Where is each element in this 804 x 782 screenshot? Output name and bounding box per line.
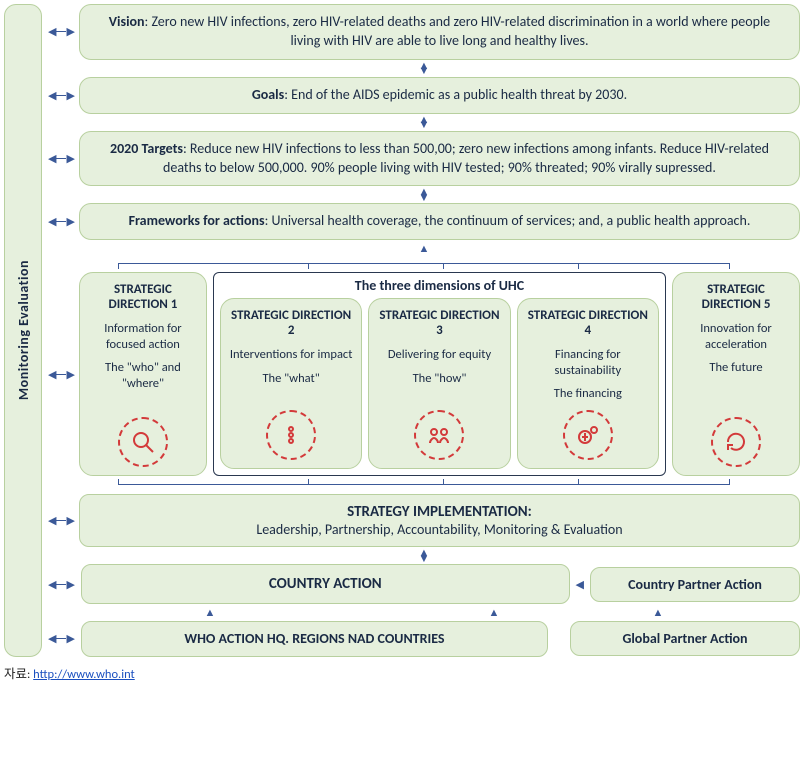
people-icon <box>414 410 464 460</box>
sd1-tag: The "who" and "where" <box>88 360 198 391</box>
arrow-left-icon <box>576 578 584 591</box>
country-partner-box: Country Partner Action <box>590 567 800 602</box>
global-partner-text: Global Partner Action <box>622 630 747 647</box>
row-who: WHO ACTION HQ. REGIONS NAD COUNTRIES Glo… <box>48 621 800 657</box>
goals-box: Goals: End of the AIDS epidemic as a pub… <box>79 77 800 114</box>
who-action-text: WHO ACTION HQ. REGIONS NAD COUNTRIES <box>184 630 444 647</box>
country-partner-text: Country Partner Action <box>628 576 762 593</box>
sd5-tag: The future <box>709 360 762 376</box>
arrow-up-icon <box>419 243 430 254</box>
bi-arrow-icon <box>48 25 75 38</box>
main-column: Vision: Zero new HIV infections, zero HI… <box>48 4 800 657</box>
bracket-connector <box>48 257 800 269</box>
row-goals: Goals: End of the AIDS epidemic as a pub… <box>48 77 800 114</box>
uhc-title: The three dimensions of UHC <box>355 277 524 294</box>
strategic-direction-3: STRATEGIC DIRECTION 3 Delivering for equ… <box>368 298 510 469</box>
money-icon <box>563 410 613 460</box>
country-action-text: COUNTRY ACTION <box>269 575 382 593</box>
targets-box: 2020 Targets: Reduce new HIV infections … <box>79 131 800 187</box>
bi-arrow-icon <box>48 514 75 527</box>
arrow-up-icon <box>653 607 664 618</box>
sd4-title: STRATEGIC DIRECTION 4 <box>526 309 650 339</box>
bi-arrow-icon <box>419 189 430 200</box>
frameworks-label: Frameworks for actions <box>129 212 265 229</box>
sd2-title: STRATEGIC DIRECTION 2 <box>229 309 353 339</box>
source-label: 자료: <box>4 667 33 682</box>
row-implementation: STRATEGY IMPLEMENTATION: Leadership, Par… <box>48 494 800 547</box>
diagram-frame: Monitoring Evaluation Vision: Zero new H… <box>4 4 800 657</box>
who-action-box: WHO ACTION HQ. REGIONS NAD COUNTRIES <box>81 621 548 657</box>
bi-arrow-icon <box>48 215 75 228</box>
frameworks-box: Frameworks for actions: Universal health… <box>79 203 800 240</box>
bi-arrow-icon <box>48 89 75 102</box>
strategic-direction-2: STRATEGIC DIRECTION 2 Interventions for … <box>220 298 362 469</box>
country-action-box: COUNTRY ACTION <box>81 564 570 604</box>
sd5-title: STRATEGIC DIRECTION 5 <box>681 283 791 313</box>
source-line: 자료: http://www.who.int <box>4 663 800 682</box>
monitoring-sidebar: Monitoring Evaluation <box>4 4 42 657</box>
sd3-tag: The "how" <box>413 371 467 387</box>
sd4-sub: Financing for sustainability <box>526 347 650 378</box>
sd1-title: STRATEGIC DIRECTION 1 <box>88 283 198 313</box>
arrow-up-icon <box>205 607 216 618</box>
row-frameworks: Frameworks for actions: Universal health… <box>48 203 800 240</box>
sd5-sub: Innovation for acceleration <box>681 321 791 352</box>
strategic-direction-4: STRATEGIC DIRECTION 4 Financing for sust… <box>517 298 659 469</box>
sd2-sub: Interventions for impact <box>230 347 353 363</box>
bi-arrow-icon <box>48 578 75 591</box>
bracket-connector <box>48 479 800 491</box>
search-icon <box>118 417 168 467</box>
bi-arrow-icon <box>48 632 75 645</box>
sd4-tag: The financing <box>554 386 622 402</box>
row-vision: Vision: Zero new HIV infections, zero HI… <box>48 4 800 60</box>
frameworks-text: : Universal health coverage, the continu… <box>265 212 751 229</box>
implementation-box: STRATEGY IMPLEMENTATION: Leadership, Par… <box>79 494 800 547</box>
global-partner-box: Global Partner Action <box>570 621 800 656</box>
row-directions: STRATEGIC DIRECTION 1 Information for fo… <box>48 272 800 476</box>
bi-arrow-icon <box>48 368 75 381</box>
strategic-direction-1: STRATEGIC DIRECTION 1 Information for fo… <box>79 272 207 476</box>
monitoring-label: Monitoring Evaluation <box>15 260 32 400</box>
arrow-up-icon <box>489 607 500 618</box>
sd1-sub: Information for focused action <box>88 321 198 352</box>
row-country: COUNTRY ACTION Country Partner Action <box>48 564 800 604</box>
targets-text: : Reduce new HIV infections to less than… <box>163 140 769 176</box>
strategic-direction-5: STRATEGIC DIRECTION 5 Innovation for acc… <box>672 272 800 476</box>
source-url: http://www.who.int <box>33 667 135 682</box>
bi-arrow-icon <box>419 550 430 561</box>
list-icon <box>266 410 316 460</box>
uhc-group: The three dimensions of UHC STRATEGIC DI… <box>213 272 666 476</box>
sd2-tag: The "what" <box>262 371 319 387</box>
goals-label: Goals <box>252 86 284 103</box>
refresh-icon <box>711 417 761 467</box>
vision-box: Vision: Zero new HIV infections, zero HI… <box>79 4 800 60</box>
sd3-sub: Delivering for equity <box>388 347 491 363</box>
goals-text: : End of the AIDS epidemic as a public h… <box>284 86 627 103</box>
implementation-text: Leadership, Partnership, Accountability,… <box>256 521 622 538</box>
targets-label: 2020 Targets <box>110 140 183 157</box>
vision-label: Vision <box>109 13 145 30</box>
row-targets: 2020 Targets: Reduce new HIV infections … <box>48 131 800 187</box>
sd3-title: STRATEGIC DIRECTION 3 <box>377 309 501 339</box>
bi-arrow-icon <box>419 117 430 128</box>
bi-arrow-icon <box>419 63 430 74</box>
vision-text: : Zero new HIV infections, zero HIV-rela… <box>145 13 771 49</box>
directions-wrap: STRATEGIC DIRECTION 1 Information for fo… <box>79 272 800 476</box>
implementation-heading: STRATEGY IMPLEMENTATION: <box>92 503 787 521</box>
bi-arrow-icon <box>48 152 75 165</box>
